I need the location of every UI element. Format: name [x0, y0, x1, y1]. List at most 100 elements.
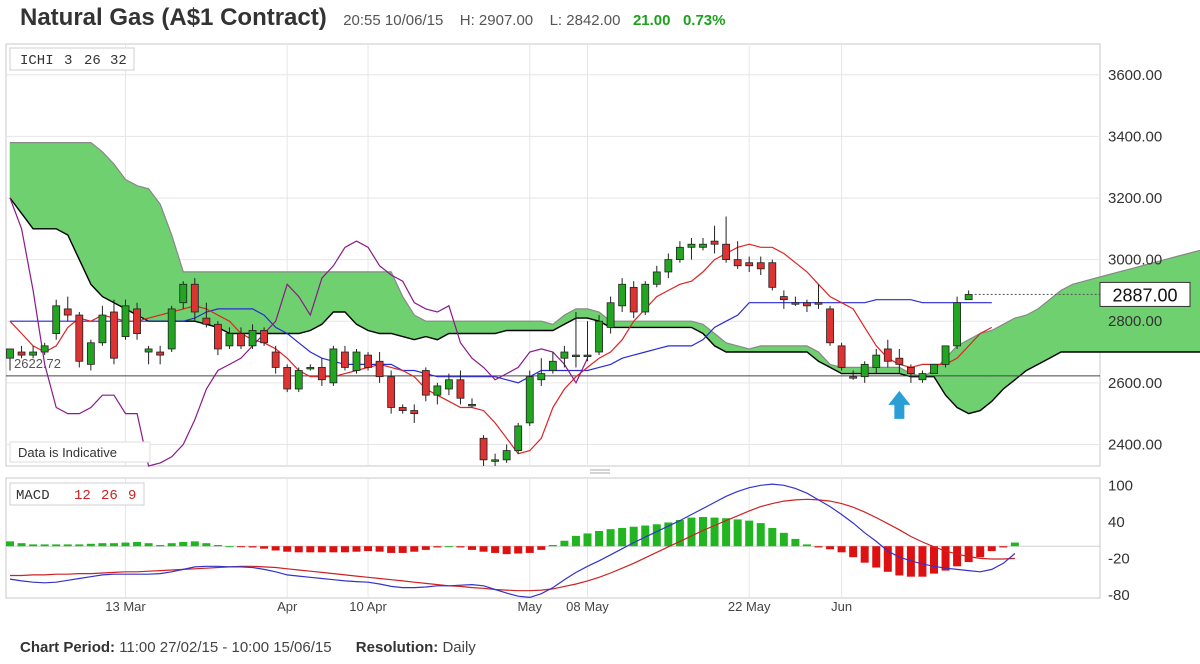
candlestick[interactable]	[548, 352, 557, 374]
candlestick[interactable]	[29, 345, 38, 359]
candlestick[interactable]	[525, 370, 534, 426]
candlestick[interactable]	[652, 265, 661, 288]
candlestick[interactable]	[86, 339, 95, 371]
candlestick[interactable]	[248, 324, 257, 349]
candlestick[interactable]	[803, 299, 811, 312]
candlestick[interactable]	[479, 435, 488, 466]
candlestick[interactable]	[502, 444, 511, 463]
candlestick[interactable]	[6, 348, 14, 371]
candlestick[interactable]	[133, 302, 141, 340]
macd-histogram-bar	[768, 527, 777, 547]
candlestick[interactable]	[583, 321, 592, 362]
candlestick[interactable]	[895, 348, 904, 374]
candlestick[interactable]	[687, 238, 696, 260]
candlestick[interactable]	[121, 299, 130, 340]
candlestick[interactable]	[964, 290, 973, 301]
candlestick[interactable]	[618, 278, 627, 312]
macd-panel[interactable]	[5, 477, 1101, 599]
candlestick[interactable]	[17, 345, 26, 359]
candlestick[interactable]	[606, 296, 615, 334]
macd-axis-tick: 40	[1108, 514, 1125, 531]
candlestick[interactable]	[722, 216, 730, 263]
candlestick[interactable]	[144, 345, 153, 365]
candlestick[interactable]	[826, 305, 834, 346]
macd-histogram-bar	[872, 546, 881, 568]
candlestick[interactable]	[629, 281, 638, 319]
candlestick[interactable]	[664, 253, 673, 279]
candlestick[interactable]	[110, 299, 118, 365]
candlestick[interactable]	[329, 345, 338, 386]
candlestick[interactable]	[710, 225, 719, 254]
candlestick[interactable]	[768, 259, 777, 291]
candlestick[interactable]	[283, 364, 292, 393]
macd-histogram-bar	[675, 520, 684, 547]
candlestick[interactable]	[641, 281, 650, 316]
candlestick[interactable]	[733, 241, 742, 269]
candlestick[interactable]	[676, 241, 684, 263]
candlestick[interactable]	[907, 364, 915, 383]
candlestick[interactable]	[52, 299, 61, 340]
macd-name: MACD	[16, 488, 50, 504]
candlestick[interactable]	[410, 404, 419, 423]
candlestick[interactable]	[63, 296, 72, 322]
candlestick[interactable]	[387, 370, 396, 414]
candlestick[interactable]	[572, 311, 580, 368]
candlestick[interactable]	[791, 296, 800, 306]
candlestick[interactable]	[537, 358, 546, 386]
candlestick[interactable]	[167, 305, 176, 353]
candlestick[interactable]	[40, 342, 49, 356]
candlestick[interactable]	[225, 327, 234, 349]
candlestick[interactable]	[421, 367, 430, 402]
candlestick[interactable]	[814, 284, 823, 309]
candlestick[interactable]	[756, 256, 765, 276]
candlestick[interactable]	[202, 302, 211, 328]
macd-histogram-bar	[479, 546, 488, 552]
candlestick[interactable]	[190, 278, 199, 322]
candlestick[interactable]	[872, 348, 881, 374]
candlestick[interactable]	[699, 238, 707, 251]
price-panel[interactable]	[5, 43, 1101, 467]
macd-histogram-bar	[883, 546, 892, 572]
candlestick[interactable]	[237, 327, 245, 349]
candlestick[interactable]	[364, 352, 372, 371]
candlestick[interactable]	[883, 339, 892, 368]
candlestick[interactable]	[595, 315, 603, 356]
candlestick[interactable]	[341, 345, 349, 371]
candlestick[interactable]	[444, 373, 453, 396]
candlestick[interactable]	[213, 321, 222, 356]
candlestick[interactable]	[918, 370, 927, 383]
candlestick[interactable]	[953, 296, 961, 349]
candlestick[interactable]	[433, 382, 442, 405]
candlestick[interactable]	[941, 345, 950, 368]
candlestick[interactable]	[271, 345, 280, 374]
candlestick[interactable]	[456, 370, 465, 405]
candlestick[interactable]	[352, 348, 361, 374]
candlestick[interactable]	[306, 364, 315, 371]
candlestick[interactable]	[317, 358, 326, 386]
price-axis-tick: 3600.00	[1108, 67, 1162, 84]
candlestick[interactable]	[491, 453, 500, 466]
panel-splitter-handle[interactable]	[590, 469, 610, 474]
candlestick[interactable]	[560, 345, 569, 368]
candlestick[interactable]	[745, 256, 754, 272]
candlestick[interactable]	[98, 305, 107, 346]
candlestick[interactable]	[514, 422, 523, 454]
candlestick[interactable]	[375, 352, 384, 383]
macd-histogram-bar	[745, 520, 754, 547]
cloud-segment	[44, 142, 57, 230]
candlestick[interactable]	[849, 370, 858, 380]
candlestick[interactable]	[75, 311, 84, 368]
candlestick[interactable]	[779, 290, 788, 309]
candlestick[interactable]	[930, 363, 938, 374]
candlestick[interactable]	[860, 361, 869, 383]
candlestick[interactable]	[260, 327, 269, 346]
candle-body	[410, 410, 419, 415]
candlestick[interactable]	[398, 404, 407, 414]
candlestick[interactable]	[294, 367, 303, 393]
candlestick[interactable]	[156, 345, 165, 365]
candlestick[interactable]	[837, 342, 846, 371]
time-axis-tick: 08 May	[566, 599, 609, 614]
candlestick[interactable]	[468, 398, 476, 408]
candlestick[interactable]	[179, 281, 188, 309]
